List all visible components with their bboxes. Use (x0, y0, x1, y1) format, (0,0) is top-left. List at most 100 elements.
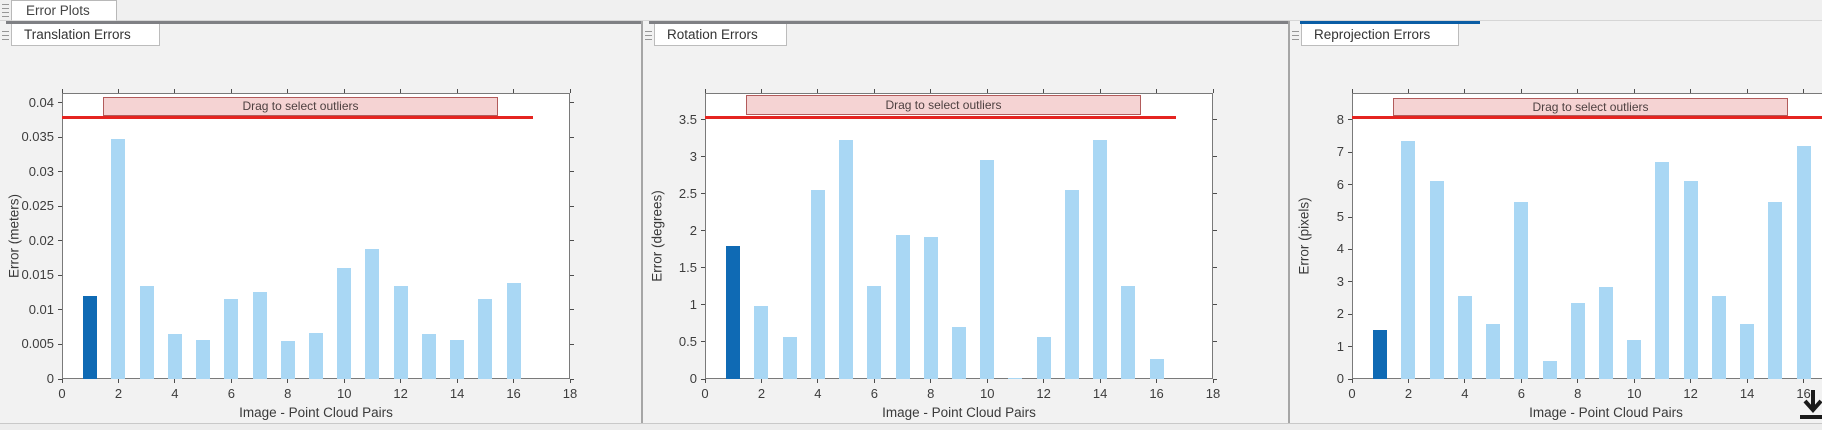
bar[interactable] (1486, 323, 1501, 379)
bar[interactable] (506, 282, 521, 379)
bar[interactable] (252, 291, 267, 379)
tab-well: Rotation Errors (643, 21, 1288, 46)
bar[interactable] (450, 339, 465, 379)
y-tick-label: 0.01 (28, 301, 54, 317)
y-tick-label: 0.005 (21, 336, 54, 352)
bar[interactable] (839, 139, 854, 379)
y-tick-right (570, 171, 574, 173)
x-tick-label: 6 (227, 386, 235, 401)
tab-well: Translation Errors (0, 21, 641, 46)
x-tick (873, 379, 875, 383)
bar[interactable] (365, 249, 380, 379)
bar[interactable] (1121, 286, 1136, 379)
bar[interactable] (111, 139, 126, 379)
bar[interactable] (309, 332, 323, 379)
bar[interactable] (1008, 377, 1023, 379)
bar[interactable] (1401, 140, 1416, 379)
y-tick-label: 0 (46, 371, 54, 386)
y-tick (58, 240, 62, 242)
panel-accent-bar (649, 21, 1288, 24)
y-tick-right (570, 343, 574, 345)
bar[interactable] (1036, 336, 1051, 379)
bar[interactable] (1149, 358, 1164, 379)
y-tick (58, 205, 62, 207)
bar[interactable] (1711, 296, 1726, 379)
bar[interactable] (478, 298, 493, 379)
bar[interactable] (139, 285, 154, 379)
bar[interactable] (167, 334, 182, 379)
x-tick-label: 12 (393, 386, 408, 401)
bar[interactable] (1796, 145, 1811, 379)
drag-grip-icon[interactable] (0, 24, 11, 46)
y-tick-right (570, 309, 574, 311)
bar-selected[interactable] (1373, 330, 1388, 379)
y-tick-label: 2 (689, 222, 697, 238)
bar[interactable] (1570, 302, 1585, 379)
bar[interactable] (1514, 202, 1529, 379)
x-tick-top (513, 89, 515, 93)
bar[interactable] (1768, 202, 1783, 379)
y-tick (701, 267, 705, 269)
bar[interactable] (980, 160, 995, 379)
bar[interactable] (867, 286, 882, 379)
bar[interactable] (1599, 286, 1613, 379)
bar[interactable] (1457, 296, 1472, 379)
y-tick (58, 378, 62, 380)
bar[interactable] (196, 339, 211, 379)
outlier-select-band[interactable]: Drag to select outliers (102, 97, 499, 116)
tab-translation-errors[interactable]: Translation Errors (11, 24, 160, 46)
bar-selected[interactable] (83, 296, 98, 379)
bar[interactable] (421, 334, 436, 379)
bar[interactable] (1093, 139, 1108, 379)
bar[interactable] (782, 336, 797, 379)
x-tick-top (1690, 89, 1692, 93)
y-tick (701, 156, 705, 158)
y-tick (1348, 119, 1352, 121)
bar[interactable] (895, 234, 910, 379)
outlier-threshold-line (62, 116, 534, 120)
bar[interactable] (952, 327, 966, 379)
drag-grip-icon[interactable] (1290, 24, 1301, 46)
bar[interactable] (810, 190, 825, 379)
x-tick-top (1212, 89, 1214, 93)
y-tick (701, 230, 705, 232)
x-tick-top (1043, 89, 1045, 93)
bar[interactable] (1655, 161, 1670, 379)
x-tick-top (1099, 89, 1101, 93)
outlier-select-band[interactable]: Drag to select outliers (1392, 97, 1789, 116)
bar[interactable] (1740, 323, 1755, 379)
drag-grip-icon[interactable] (643, 24, 654, 46)
x-tick-label: 10 (1626, 386, 1642, 401)
bar[interactable] (1683, 181, 1698, 379)
bar[interactable] (1542, 361, 1557, 379)
x-tick-label: 2 (114, 386, 123, 401)
x-tick (704, 379, 706, 383)
bar[interactable] (337, 268, 352, 379)
tab-reprojection-errors[interactable]: Reprojection Errors (1301, 24, 1460, 46)
x-tick-label: 0 (1348, 386, 1356, 401)
bar[interactable] (280, 341, 295, 379)
x-tick-top (986, 89, 988, 93)
x-tick (230, 379, 232, 383)
y-tick (701, 341, 705, 343)
drag-grip-icon[interactable] (0, 0, 11, 20)
bar-selected[interactable] (726, 245, 741, 379)
x-tick-top (704, 89, 706, 93)
download-arrow-icon[interactable] (1796, 386, 1822, 426)
x-tick-label: 0 (701, 386, 709, 401)
tab-rotation-errors[interactable]: Rotation Errors (654, 24, 787, 46)
tab-error-plots[interactable]: Error Plots (11, 0, 117, 21)
bar[interactable] (393, 285, 408, 379)
bar[interactable] (923, 236, 938, 379)
bar[interactable] (1627, 340, 1642, 379)
x-tick (1577, 379, 1579, 383)
x-tick-label: 10 (979, 386, 995, 401)
bar[interactable] (224, 298, 239, 379)
bar[interactable] (1064, 190, 1079, 379)
outlier-select-band[interactable]: Drag to select outliers (745, 95, 1142, 116)
bar[interactable] (754, 306, 769, 379)
bar[interactable] (1429, 181, 1444, 379)
y-tick-right (1213, 230, 1217, 232)
x-tick-top (230, 89, 232, 93)
reprojection-errors-chart: 012345678024681012141618Drag to select o… (1290, 46, 1822, 423)
